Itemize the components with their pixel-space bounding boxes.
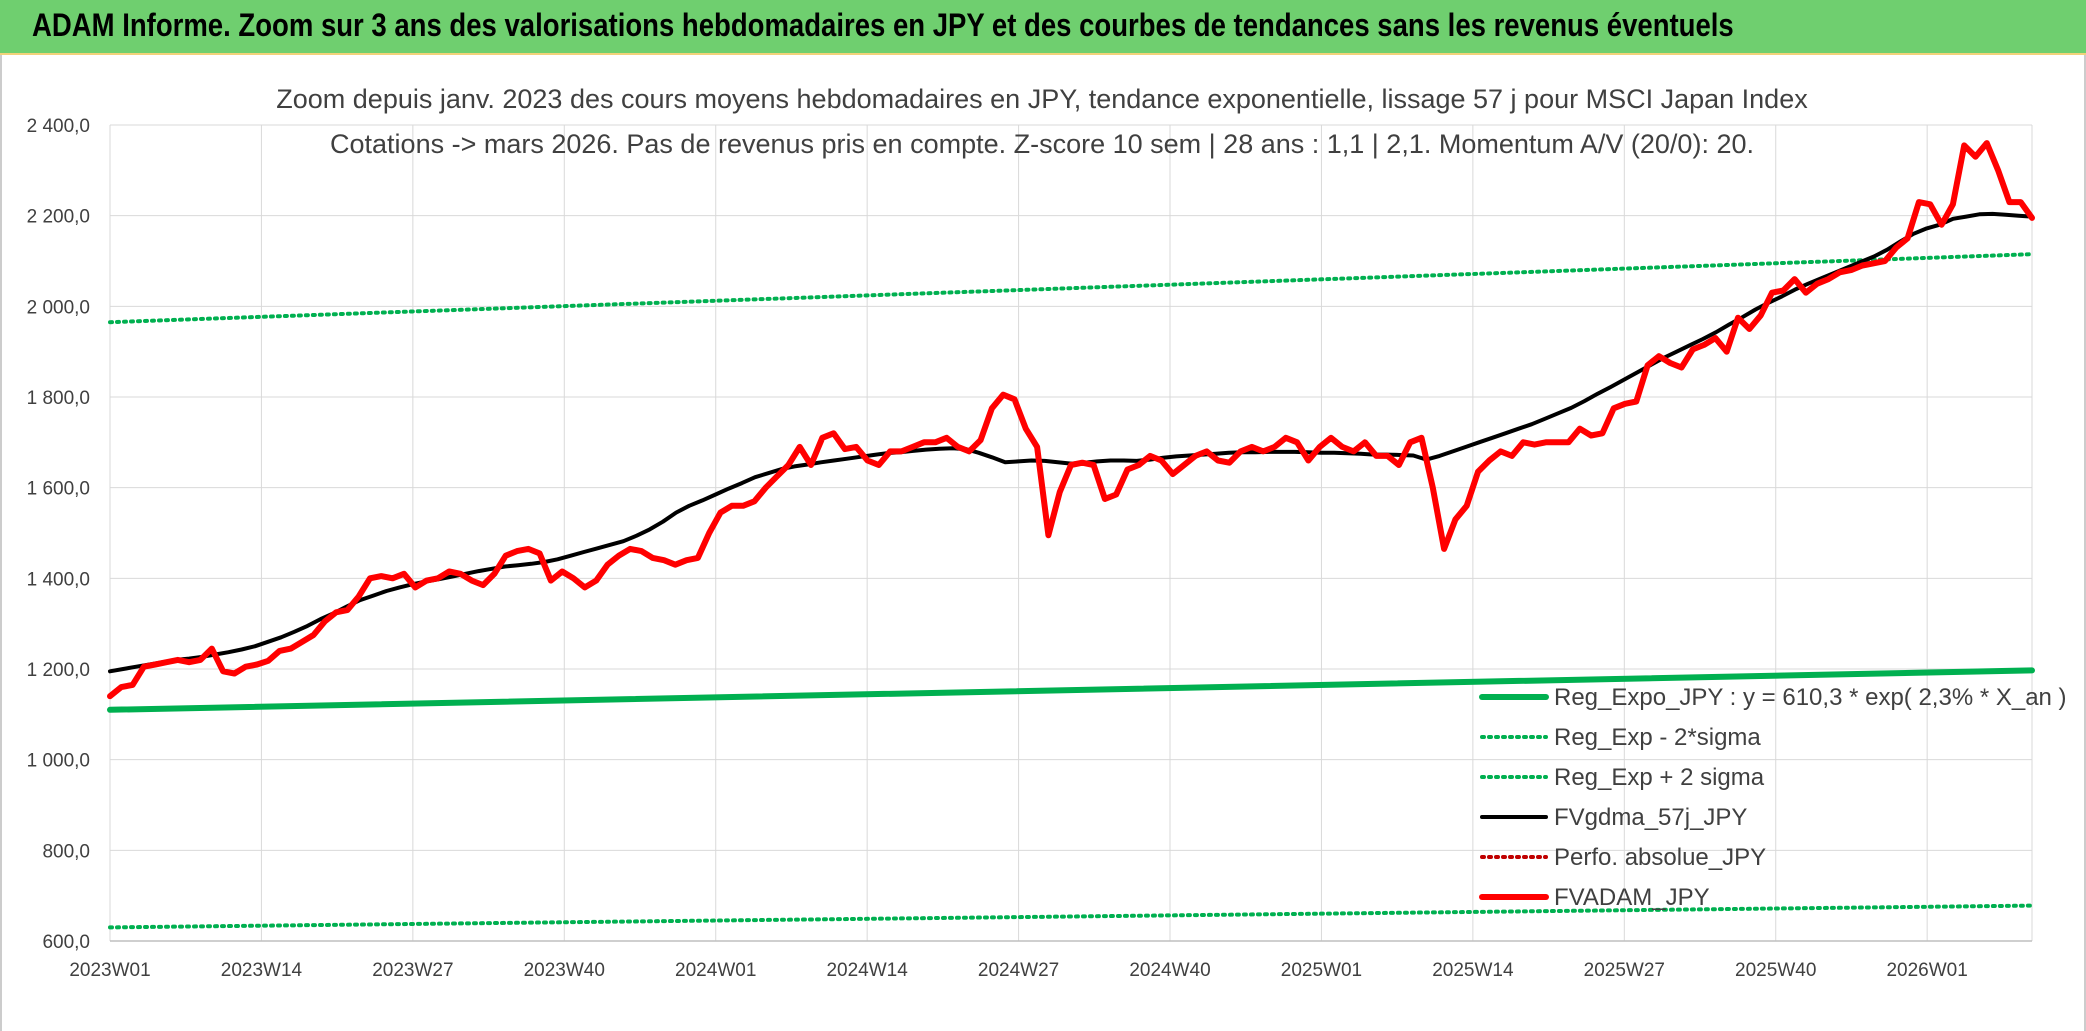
- series-line-fvgdma_57j_jpy: [108, 211, 2034, 674]
- x-tick-label: 2024W14: [826, 960, 908, 981]
- report-banner: ADAM Informe. Zoom sur 3 ans des valoris…: [0, 0, 2086, 55]
- y-tick-label: 2 000,0: [27, 297, 90, 318]
- legend: Reg_Expo_JPY : y = 610,3 * exp( 2,3% * X…: [1479, 684, 2067, 911]
- legend-label: Perfo. absolue_JPY: [1554, 844, 1766, 871]
- chart-title-line2: Cotations -> mars 2026. Pas de revenus p…: [330, 129, 1754, 159]
- chart-title-line1: Zoom depuis janv. 2023 des cours moyens …: [276, 84, 1808, 114]
- legend-label: Reg_Exp + 2 sigma: [1554, 764, 1765, 791]
- x-tick-label: 2024W01: [675, 960, 756, 981]
- x-tick-label: 2023W27: [372, 960, 453, 981]
- series-line-reg_expo_jpy: [107, 667, 2035, 713]
- x-tick-label: 2025W40: [1735, 960, 1816, 981]
- y-tick-label: 2 400,0: [27, 116, 90, 137]
- x-tick-label: 2023W14: [221, 960, 303, 981]
- y-tick-label: 1 000,0: [27, 751, 90, 772]
- line-chart: 600,0 800,0 1 000,0 1 200,0 1 400,0 1 600,0 1 …: [27, 84, 2067, 981]
- y-tick-label: 800,0: [42, 841, 90, 862]
- x-tick-label: 2025W14: [1432, 960, 1514, 981]
- x-tick-label: 2024W40: [1129, 960, 1210, 981]
- x-tick-label: 2024W27: [978, 960, 1059, 981]
- x-tick-label: 2026W01: [1886, 960, 1967, 981]
- chart-area: 600,0 800,0 1 000,0 1 200,0 1 400,0 1 600,0 1 …: [0, 55, 2086, 1031]
- report-title: ADAM Informe. Zoom sur 3 ans des valoris…: [32, 7, 1734, 43]
- x-tick-label: 2023W01: [69, 960, 150, 981]
- y-tick-label: 600,0: [42, 932, 90, 953]
- gridlines: [109, 124, 2033, 942]
- x-tick-label: 2023W40: [524, 960, 605, 981]
- series-line-reg_exp: [108, 903, 2034, 930]
- y-tick-label: 1 600,0: [27, 479, 90, 500]
- series-line-reg_exp: [108, 252, 2034, 325]
- y-tick-label: 1 400,0: [27, 569, 90, 590]
- axes: 600,0 800,0 1 000,0 1 200,0 1 400,0 1 600,0 1 …: [27, 116, 2032, 981]
- legend-label: Reg_Expo_JPY : y = 610,3 * exp( 2,3% * X…: [1554, 684, 2067, 711]
- y-tick-label: 1 800,0: [27, 388, 90, 409]
- legend-label: FVADAM_JPY: [1554, 884, 1710, 911]
- y-tick-label: 1 200,0: [27, 660, 90, 681]
- legend-label: FVgdma_57j_JPY: [1554, 804, 1747, 831]
- legend-label: Reg_Exp - 2*sigma: [1554, 724, 1761, 751]
- x-tick-label: 2025W27: [1584, 960, 1665, 981]
- x-tick-label: 2025W01: [1281, 960, 1362, 981]
- series-lines: [107, 140, 2035, 930]
- y-tick-label: 2 200,0: [27, 207, 90, 228]
- series-line-fvadam_jpy: [107, 140, 2035, 700]
